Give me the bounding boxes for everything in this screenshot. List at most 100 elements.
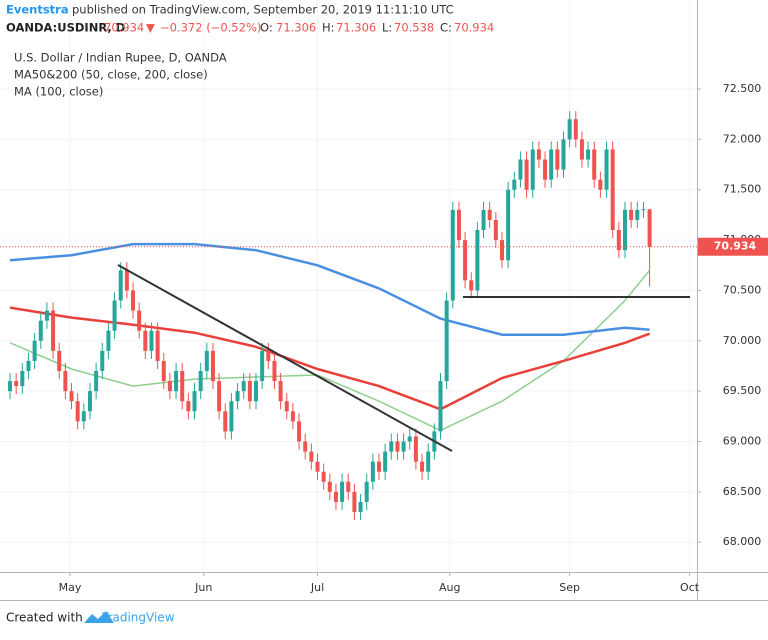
- candle-body: [106, 330, 111, 351]
- candle-body: [180, 370, 185, 402]
- close-value: 70.934: [454, 21, 494, 35]
- candle-body: [475, 230, 480, 291]
- last-price-box: [698, 237, 768, 256]
- candle-body: [469, 280, 474, 291]
- candle-body: [44, 310, 49, 321]
- candle-body: [641, 209, 646, 211]
- candle-body: [198, 370, 203, 392]
- candle-body: [518, 159, 523, 180]
- candle-body: [543, 159, 548, 180]
- y-tick-label: 68.000: [723, 535, 762, 548]
- x-tick-label: Sep: [559, 581, 580, 594]
- candle-body: [118, 270, 123, 301]
- x-tick-label: Jun: [194, 581, 212, 594]
- candle-body: [167, 381, 172, 392]
- candle-body: [573, 119, 578, 140]
- candle-body: [499, 240, 504, 261]
- change-arrow: ▼: [146, 21, 155, 35]
- chart-title: U.S. Dollar / Indian Rupee, D, OANDA: [14, 51, 227, 65]
- candle-body: [81, 411, 86, 422]
- y-tick-label: 72.000: [723, 132, 762, 145]
- header: Eventstra published on TradingView.com, …: [6, 3, 494, 99]
- candle-body: [260, 350, 265, 382]
- candle-body: [309, 451, 314, 462]
- candle-body: [358, 501, 363, 512]
- moving-average: [9, 306, 651, 411]
- candle-body: [506, 189, 511, 261]
- candle-body: [377, 461, 382, 472]
- candle-body: [51, 310, 56, 351]
- candle-body: [635, 209, 640, 220]
- candle-body: [241, 381, 246, 392]
- candle-body: [401, 441, 406, 452]
- candle-body: [131, 290, 136, 311]
- candle-body: [395, 441, 400, 452]
- open-value: 71.306: [276, 21, 316, 35]
- candle-body: [266, 350, 271, 361]
- candle-body: [592, 149, 597, 180]
- x-tick-label: Aug: [439, 581, 460, 594]
- moving-average: [9, 242, 650, 336]
- footer-brand[interactable]: TradingView: [101, 611, 175, 625]
- y-tick-label: 68.500: [723, 485, 762, 498]
- candle-body: [555, 149, 560, 170]
- candle-body: [444, 300, 449, 382]
- y-tick-label: 71.500: [723, 183, 762, 196]
- candle-body: [383, 451, 388, 472]
- candle-body: [303, 441, 308, 452]
- candle-body: [247, 381, 252, 402]
- candle-body: [87, 391, 92, 412]
- candle-body: [364, 481, 369, 502]
- change: −0.372 (−0.52%): [160, 21, 261, 35]
- candle-body: [524, 159, 529, 190]
- candle-body: [321, 471, 326, 482]
- candle-body: [63, 370, 68, 392]
- candle-body: [69, 391, 74, 402]
- candle-body: [217, 381, 222, 412]
- candle-body: [174, 370, 179, 392]
- candle-body: [610, 149, 615, 231]
- candle-body: [20, 370, 25, 387]
- candle-body: [254, 381, 259, 402]
- candle-body: [487, 209, 492, 220]
- candle-body: [235, 391, 240, 402]
- author[interactable]: Eventstra: [6, 3, 69, 17]
- open-label: O:: [260, 21, 273, 35]
- candle-body: [333, 491, 338, 502]
- candle-body: [112, 300, 117, 331]
- candle-body: [567, 119, 572, 140]
- legend-entry: MA50&200 (50, close, 200, close): [14, 68, 208, 82]
- low-value: 70.538: [394, 21, 434, 35]
- candle-body: [604, 149, 609, 190]
- plot-area: [0, 0, 697, 572]
- candle-body: [315, 461, 320, 472]
- candle-body: [346, 481, 351, 492]
- y-tick-label: 69.500: [723, 384, 762, 397]
- candle-body: [290, 411, 295, 422]
- candle-body: [426, 451, 431, 472]
- candle-body: [32, 340, 37, 361]
- trend-line: [117, 264, 453, 452]
- candle-body: [161, 360, 166, 382]
- candle-body: [629, 209, 634, 220]
- candle-body: [14, 381, 19, 387]
- candle-body: [530, 149, 535, 190]
- x-tick-label: May: [59, 581, 82, 594]
- logo: [84, 611, 114, 623]
- candle-body: [57, 350, 62, 371]
- candle-body: [420, 461, 425, 472]
- candle-body: [143, 330, 148, 351]
- candle-body: [549, 149, 554, 180]
- candle-body: [481, 209, 486, 231]
- candle-body: [622, 209, 627, 251]
- symbol: OANDA:USDINR, D: [6, 21, 125, 35]
- legend-entry: MA (100, close): [14, 85, 103, 99]
- candle-body: [38, 320, 43, 341]
- candle-body: [100, 350, 105, 371]
- candle-body: [223, 411, 228, 432]
- candle-body: [186, 401, 191, 412]
- published-info: published on TradingView.com, September …: [72, 3, 454, 17]
- candle-body: [586, 149, 591, 160]
